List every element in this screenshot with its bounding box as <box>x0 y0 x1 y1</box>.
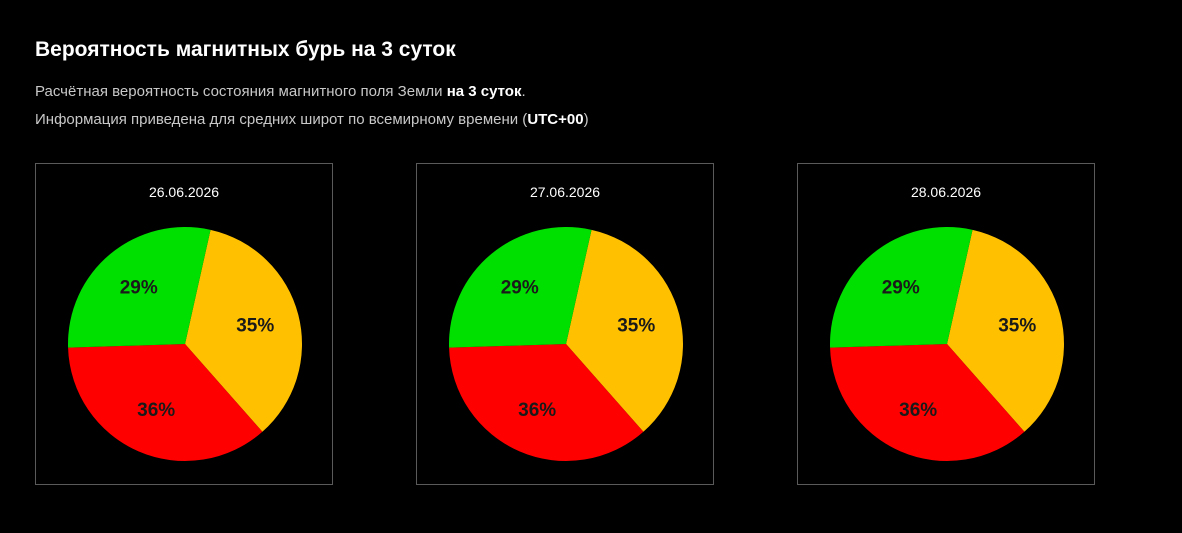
forecast-card-day-2: 27.06.2026 35% 36% 29% <box>416 163 714 485</box>
pie-slice <box>566 229 683 432</box>
description-line-1-text: Расчётная вероятность состояния магнитно… <box>35 83 447 100</box>
pie-slice-label: 29% <box>882 278 920 299</box>
pie-slice-label: 35% <box>998 315 1036 336</box>
timezone-label: UTC+00 <box>527 111 584 128</box>
pie-slice <box>68 344 263 462</box>
description-line-2-suffix: ) <box>583 111 589 128</box>
forecast-card-day-1: 26.06.2026 35% 36% 29% <box>35 163 333 485</box>
pie-slice <box>449 227 592 348</box>
pie-chart: 35% 36% 29% <box>68 227 303 462</box>
description-line-2-text: Информация приведена для средних широт п… <box>35 111 528 128</box>
pie-slice-label: 35% <box>617 315 655 336</box>
pie-slice <box>449 344 644 462</box>
card-date: 28.06.2026 <box>910 184 982 200</box>
forecast-card-day-3: 28.06.2026 35% 36% 29% <box>797 163 1095 485</box>
pie-slice <box>830 344 1025 462</box>
pie-slice <box>68 227 211 348</box>
pie-slice-label: 36% <box>899 400 937 421</box>
page-title: Вероятность магнитных бурь на 3 суток <box>35 38 456 61</box>
pie-slice-label: 29% <box>501 278 539 299</box>
pie-slice <box>185 229 303 432</box>
pie-slice-label: 36% <box>137 400 175 421</box>
card-date: 26.06.2026 <box>148 184 220 200</box>
pie-slice-label: 29% <box>120 278 158 299</box>
description-line-2: Информация приведена для средних широт п… <box>35 111 589 128</box>
pie-chart: 35% 36% 29% <box>830 227 1064 462</box>
pie-slice-label: 36% <box>518 400 556 421</box>
pie-slice <box>830 227 973 348</box>
pie-slice <box>947 229 1064 432</box>
pie-slice-label: 35% <box>236 315 274 336</box>
card-date: 27.06.2026 <box>529 184 601 200</box>
description-line-1: Расчётная вероятность состояния магнитно… <box>35 83 526 100</box>
description-line-1-bold: на 3 суток <box>446 83 522 100</box>
pie-chart: 35% 36% 29% <box>449 227 683 462</box>
description-line-1-suffix: . <box>521 83 526 100</box>
